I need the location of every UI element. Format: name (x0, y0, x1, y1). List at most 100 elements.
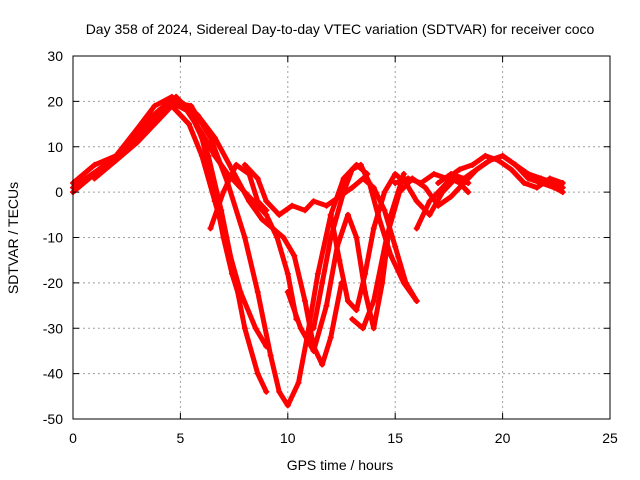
data-point (387, 252, 394, 259)
data-point (362, 270, 369, 277)
data-point (263, 198, 270, 205)
data-point (252, 325, 259, 332)
series-line (208, 162, 269, 231)
data-point (284, 402, 291, 409)
data-traces (70, 93, 566, 409)
series-pass-14 (435, 152, 566, 196)
data-point (263, 207, 270, 214)
data-point (499, 152, 506, 159)
series-line (92, 103, 269, 349)
data-point (259, 216, 266, 223)
data-point (400, 279, 407, 286)
data-point (370, 325, 377, 332)
series-line (134, 98, 344, 368)
x-tick-label: 25 (602, 430, 618, 446)
data-point (314, 270, 321, 277)
data-point (383, 234, 390, 241)
data-point (359, 325, 366, 332)
data-point (392, 243, 399, 250)
data-point (220, 189, 227, 196)
x-tick-label: 5 (177, 430, 185, 446)
y-tick-label: -50 (43, 411, 63, 427)
series-pass-6 (134, 98, 345, 368)
data-point (340, 175, 347, 182)
y-tick-label: -40 (43, 366, 63, 382)
series-line (349, 153, 566, 331)
data-point (237, 288, 244, 295)
series-line (328, 171, 471, 313)
x-tick-label: 20 (495, 430, 511, 446)
y-tick-label: -10 (43, 230, 63, 246)
data-point (379, 279, 386, 286)
data-point (392, 180, 399, 187)
data-point (95, 166, 102, 173)
data-point (241, 325, 248, 332)
data-point (194, 111, 201, 118)
data-point (211, 198, 218, 205)
data-point (381, 189, 388, 196)
y-axis-label: SDTVAR / TECUs (5, 182, 21, 294)
series-line (392, 153, 566, 191)
series-pass-2 (70, 93, 270, 395)
x-tick-label: 10 (280, 430, 296, 446)
data-point (254, 175, 261, 182)
data-point (301, 298, 308, 305)
data-point (430, 170, 437, 177)
y-tick-label: -30 (43, 320, 63, 336)
data-point (233, 161, 240, 168)
data-point (551, 184, 558, 191)
data-point (205, 152, 212, 159)
data-point (336, 257, 343, 264)
data-point (198, 130, 205, 137)
data-point (123, 143, 130, 150)
data-point (357, 161, 364, 168)
data-point (155, 116, 162, 123)
data-point (340, 189, 347, 196)
data-point (559, 189, 566, 196)
data-point (211, 134, 218, 141)
y-tick-label: 10 (47, 139, 63, 155)
data-point (381, 207, 388, 214)
data-point (456, 180, 463, 187)
data-point (525, 175, 532, 182)
data-point (521, 180, 528, 187)
data-point (319, 279, 326, 286)
data-point (370, 225, 377, 232)
data-point (310, 198, 317, 205)
x-tick-label: 0 (69, 430, 77, 446)
series-line (285, 171, 407, 354)
data-point (276, 388, 283, 395)
data-point (177, 98, 184, 105)
data-point (512, 161, 519, 168)
data-point (91, 161, 98, 168)
data-point (254, 370, 261, 377)
x-tick-label: 15 (387, 430, 403, 446)
data-point (323, 202, 330, 209)
data-point (366, 180, 373, 187)
data-point (112, 157, 119, 164)
data-point (370, 298, 377, 305)
data-point (344, 298, 351, 305)
series-pass-13 (392, 152, 566, 191)
data-point (508, 166, 515, 173)
data-point (198, 152, 205, 159)
data-point (319, 361, 326, 368)
data-point (460, 175, 467, 182)
data-point (546, 175, 553, 182)
data-point (349, 184, 356, 191)
data-point (469, 161, 476, 168)
data-point (301, 207, 308, 214)
data-point (482, 152, 489, 159)
data-point (413, 298, 420, 305)
data-point (456, 166, 463, 173)
data-point (310, 347, 317, 354)
x-axis-label: GPS time / hours (287, 457, 394, 473)
data-point (173, 93, 180, 100)
data-point (310, 325, 317, 332)
data-point (263, 388, 270, 395)
data-point (284, 288, 291, 295)
data-point (280, 234, 287, 241)
y-tick-label: 30 (47, 48, 63, 64)
data-point (426, 198, 433, 205)
